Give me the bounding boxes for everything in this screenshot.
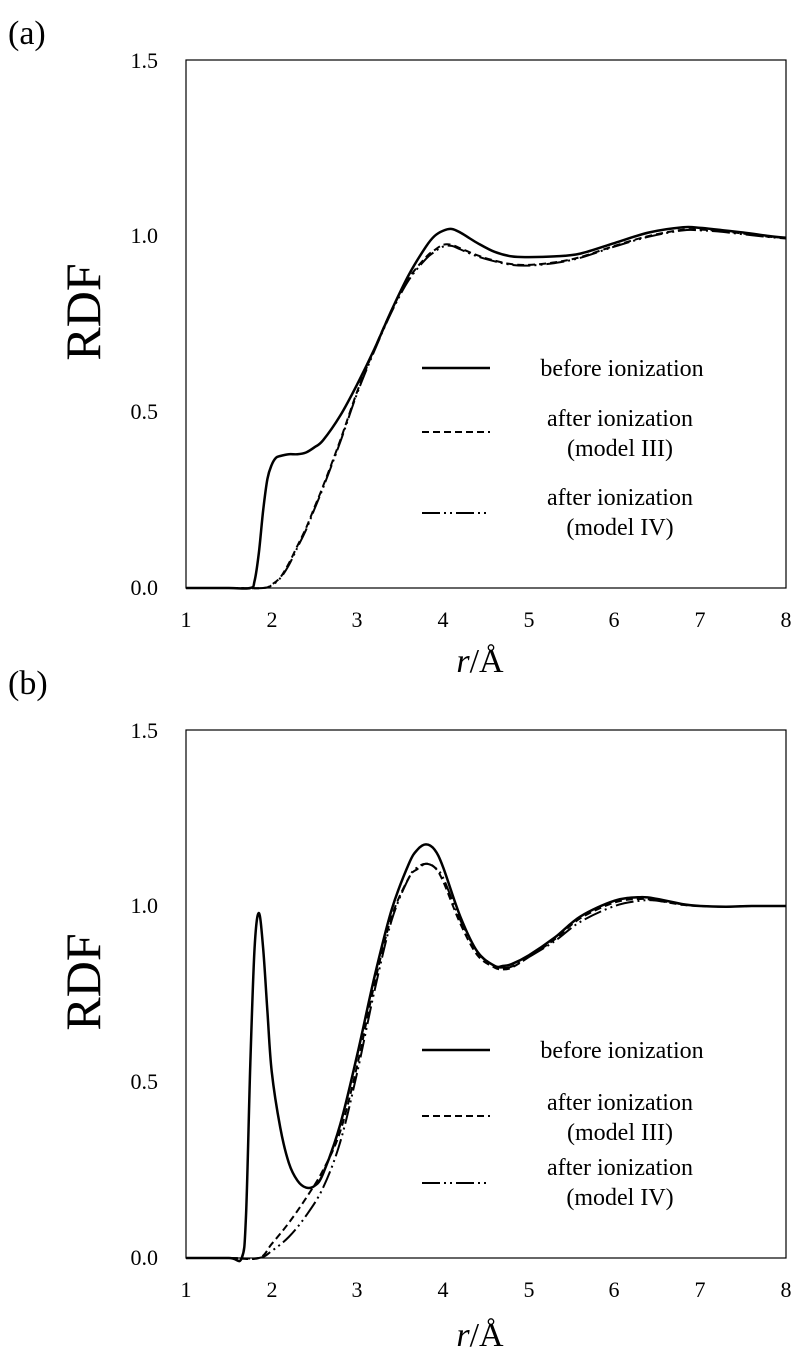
x-tick-label: 6 — [609, 607, 620, 632]
y-tick-label: 1.5 — [131, 718, 159, 743]
x-tick-label: 3 — [352, 607, 363, 632]
series-layer — [186, 843, 787, 1263]
y-tick-label: 0.5 — [131, 1069, 159, 1094]
legend-label: after ionization — [547, 1090, 693, 1116]
x-tick-label: 2 — [267, 1277, 278, 1302]
series-line-dash-dot-dot — [185, 228, 787, 590]
legend-label: (model III) — [567, 1120, 673, 1146]
legend-label: after ionization — [547, 406, 693, 432]
y-tick-labels: 0.0 0.5 1.0 1.5 — [131, 48, 159, 600]
legend: before ionization after ionization (mode… — [422, 356, 704, 541]
legend-label: (model IV) — [566, 1185, 673, 1211]
legend-label: after ionization — [547, 1155, 693, 1181]
panel-b: (b) 0.0 0.5 1.0 1.5 1 2 3 4 5 6 7 8 r/Å … — [8, 665, 792, 1354]
x-tick-label: 5 — [524, 607, 535, 632]
y-tick-label: 1.0 — [131, 223, 159, 248]
panel-label: (b) — [8, 665, 48, 702]
x-tick-labels: 1 2 3 4 5 6 7 8 — [181, 1277, 792, 1302]
x-tick-label: 7 — [695, 607, 706, 632]
x-axis-label: r/Å — [456, 1317, 504, 1354]
x-tick-label: 1 — [181, 1277, 192, 1302]
legend-label: (model IV) — [566, 515, 673, 541]
x-axis-label: r/Å — [456, 643, 504, 680]
series-line-solid — [186, 843, 787, 1263]
series-layer — [185, 225, 787, 590]
panel-a: (a) 0.0 0.5 1.0 1.5 1 2 3 4 5 6 7 8 r/Å … — [8, 15, 792, 680]
y-tick-label: 1.0 — [131, 893, 159, 918]
y-axis-label: RDF — [55, 933, 111, 1030]
y-tick-label: 0.5 — [131, 399, 159, 424]
series-line-dashed — [185, 228, 787, 590]
legend-label: after ionization — [547, 485, 693, 511]
plot-frame — [185, 59, 787, 589]
series-line-solid — [185, 225, 787, 590]
x-tick-label: 8 — [781, 1277, 792, 1302]
x-tick-label: 8 — [781, 607, 792, 632]
y-tick-label: 0.0 — [131, 1245, 159, 1270]
legend-label: before ionization — [540, 1038, 703, 1064]
series-line-dash-dot-dot — [186, 862, 787, 1260]
y-tick-label: 1.5 — [131, 48, 159, 73]
x-tick-label: 7 — [695, 1277, 706, 1302]
x-tick-label: 2 — [267, 607, 278, 632]
x-tick-label: 6 — [609, 1277, 620, 1302]
legend-label: (model III) — [567, 436, 673, 462]
x-tick-label: 5 — [524, 1277, 535, 1302]
y-tick-labels: 0.0 0.5 1.0 1.5 — [131, 718, 159, 1270]
x-tick-labels: 1 2 3 4 5 6 7 8 — [181, 607, 792, 632]
plot-frame — [185, 729, 787, 1259]
y-tick-label: 0.0 — [131, 575, 159, 600]
panel-label: (a) — [8, 15, 46, 52]
legend: before ionization after ionization (mode… — [422, 1038, 704, 1211]
legend-label: before ionization — [540, 356, 703, 382]
y-axis-label: RDF — [55, 263, 111, 360]
x-tick-label: 3 — [352, 1277, 363, 1302]
x-tick-label: 4 — [438, 607, 449, 632]
x-tick-label: 4 — [438, 1277, 449, 1302]
x-tick-label: 1 — [181, 607, 192, 632]
